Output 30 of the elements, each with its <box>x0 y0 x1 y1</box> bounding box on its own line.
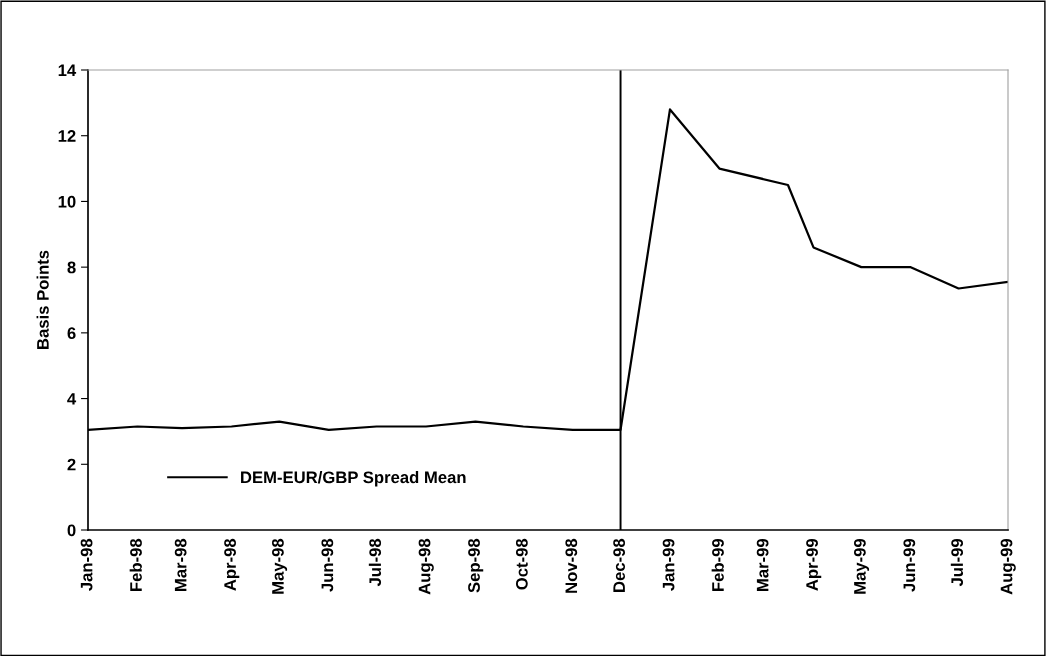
x-tick-label: Jul-98 <box>368 538 382 587</box>
x-tick-label: Feb-99 <box>711 538 724 591</box>
x-tick-label: Aug-99 <box>1000 538 1016 595</box>
x-tick-label: Sep-98 <box>468 538 484 593</box>
y-tick-label: 14 <box>58 64 77 77</box>
y-tick-label: 8 <box>67 261 76 274</box>
x-tick-label: Jul-99 <box>950 538 964 587</box>
x-tick-label: Jan-98 <box>80 538 93 591</box>
x-tick-label: Mar-98 <box>174 538 187 591</box>
x-tick-label: Apr-99 <box>806 538 822 591</box>
y-tick-label: 6 <box>67 327 76 340</box>
y-tick-label: 2 <box>67 458 76 471</box>
x-tick-label: Aug-98 <box>418 538 434 595</box>
y-tick-label: 10 <box>58 195 76 208</box>
x-tick-label: Apr-98 <box>224 538 240 591</box>
y-tick-label: 0 <box>67 524 76 537</box>
x-tick-label: May-99 <box>853 538 870 594</box>
legend-label: DEM-EUR/GBP Spread Mean <box>241 471 466 487</box>
x-tick-label: Dec-98 <box>613 538 626 592</box>
x-tick-label: May-98 <box>272 538 288 594</box>
x-tick-label: Jan-99 <box>662 538 675 591</box>
y-tick-label: 12 <box>58 130 76 142</box>
x-tick-label: Mar-99 <box>756 538 769 591</box>
y-tick-label: 4 <box>67 393 77 405</box>
x-tick-label: Oct-98 <box>515 538 528 590</box>
x-tick-label: Jun-99 <box>903 538 916 592</box>
x-tick-label: Jun-98 <box>321 538 334 592</box>
x-tick-label: Nov-98 <box>565 538 578 593</box>
y-axis-title: Basis Points <box>36 250 49 349</box>
x-tick-label: Feb-98 <box>129 538 142 591</box>
